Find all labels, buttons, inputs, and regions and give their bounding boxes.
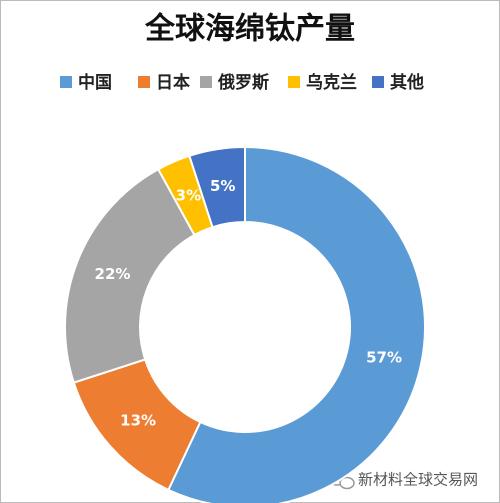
data-label: 22% bbox=[95, 265, 131, 283]
data-label: 13% bbox=[120, 412, 156, 430]
chart-title: 全球海绵钛产量 bbox=[144, 12, 355, 47]
legend-swatch bbox=[200, 76, 212, 88]
legend-swatch bbox=[60, 76, 72, 88]
legend-label: 中国 bbox=[78, 72, 112, 93]
legend-swatch bbox=[138, 76, 150, 88]
donut-slice bbox=[188, 145, 246, 229]
donut-slice bbox=[167, 145, 426, 503]
data-label: 3% bbox=[176, 187, 201, 205]
donut-slice bbox=[64, 167, 196, 384]
data-label: 57% bbox=[366, 349, 402, 367]
legend-label: 乌克兰 bbox=[306, 72, 357, 93]
legend-label: 日本 bbox=[156, 72, 190, 93]
data-label: 5% bbox=[210, 177, 235, 195]
legend-label: 俄罗斯 bbox=[217, 72, 269, 93]
watermark: 新材料全球交易网 bbox=[358, 471, 478, 489]
legend-swatch bbox=[288, 76, 300, 88]
legend-swatch bbox=[372, 76, 384, 88]
legend-label: 其他 bbox=[390, 72, 424, 93]
